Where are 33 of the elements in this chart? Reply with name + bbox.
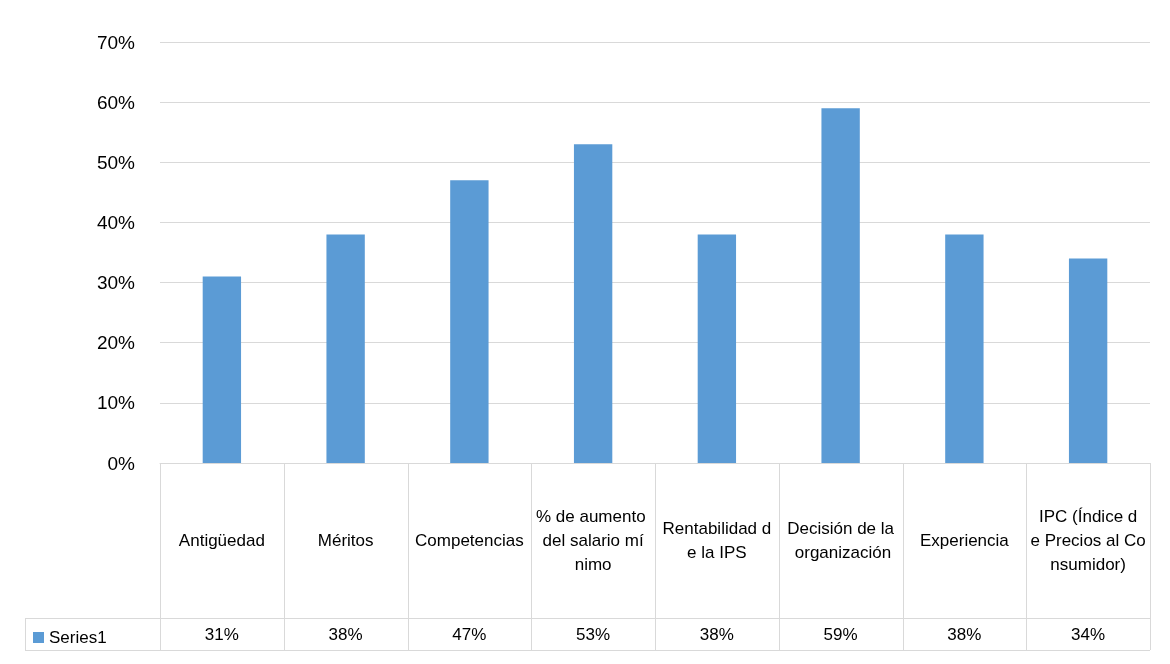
bar [821, 108, 860, 463]
x-tick-label: Competencias [415, 531, 524, 550]
y-tick-label: 0% [107, 452, 136, 474]
data-label: 34% [1070, 624, 1107, 646]
bar [1068, 258, 1108, 463]
y-tick-label: 50% [96, 151, 136, 173]
bar [697, 234, 737, 463]
y-tick-label: 70% [96, 31, 136, 53]
y-tick-label: 20% [96, 332, 136, 354]
bar [450, 180, 489, 463]
x-tick-label: Rentabilidad de la IPS [662, 519, 772, 562]
x-tick-label: Antigüedad [178, 531, 265, 550]
bar [945, 234, 984, 463]
x-tick-label: IPC (Índice de Precios al Consumidor) [1030, 507, 1146, 574]
y-tick-label: 30% [96, 272, 136, 294]
data-label: 59% [822, 624, 859, 646]
x-tick-label: Experiencia [919, 531, 1010, 550]
data-label: 53% [575, 624, 612, 646]
data-label: 47% [451, 624, 488, 646]
x-tick-label: Méritos [317, 531, 374, 550]
x-tick-label: % de aumento del salario mínimo [535, 507, 651, 574]
y-tick-label: 40% [96, 211, 136, 233]
data-label: 38% [698, 624, 735, 646]
legend-label: Series1 [49, 628, 107, 647]
y-tick-label: 60% [96, 91, 136, 113]
bar [573, 144, 613, 463]
data-label: 38% [946, 624, 983, 646]
y-tick-label: 10% [96, 392, 136, 414]
x-tick-label: Decisión de la organización [787, 519, 895, 562]
data-label: 31% [203, 624, 240, 646]
data-label: 38% [327, 624, 364, 646]
bar [202, 276, 242, 463]
bar [326, 234, 365, 463]
